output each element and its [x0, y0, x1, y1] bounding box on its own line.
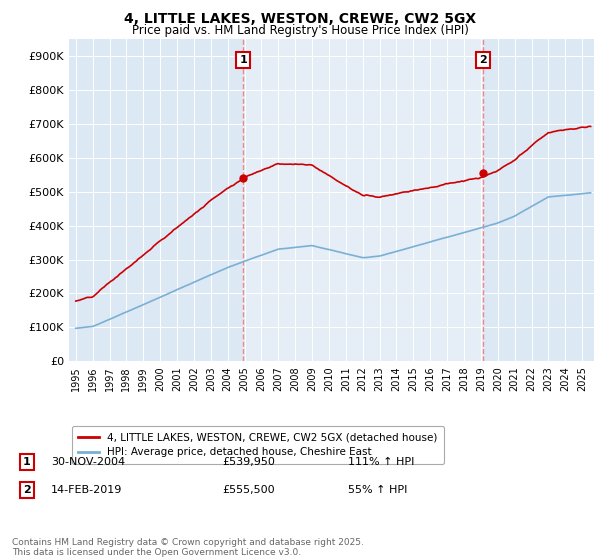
Text: 2: 2 — [23, 485, 31, 495]
Text: £539,950: £539,950 — [222, 457, 275, 467]
Text: 111% ↑ HPI: 111% ↑ HPI — [348, 457, 415, 467]
Text: 1: 1 — [239, 55, 247, 65]
Text: 14-FEB-2019: 14-FEB-2019 — [51, 485, 122, 495]
Text: 55% ↑ HPI: 55% ↑ HPI — [348, 485, 407, 495]
Text: Contains HM Land Registry data © Crown copyright and database right 2025.
This d: Contains HM Land Registry data © Crown c… — [12, 538, 364, 557]
Text: £555,500: £555,500 — [222, 485, 275, 495]
Text: 30-NOV-2004: 30-NOV-2004 — [51, 457, 125, 467]
Bar — [243, 39, 483, 361]
Legend: 4, LITTLE LAKES, WESTON, CREWE, CW2 5GX (detached house), HPI: Average price, de: 4, LITTLE LAKES, WESTON, CREWE, CW2 5GX … — [71, 426, 443, 464]
Text: 4, LITTLE LAKES, WESTON, CREWE, CW2 5GX: 4, LITTLE LAKES, WESTON, CREWE, CW2 5GX — [124, 12, 476, 26]
Text: Price paid vs. HM Land Registry's House Price Index (HPI): Price paid vs. HM Land Registry's House … — [131, 24, 469, 36]
Text: 2: 2 — [479, 55, 487, 65]
Text: 1: 1 — [23, 457, 31, 467]
